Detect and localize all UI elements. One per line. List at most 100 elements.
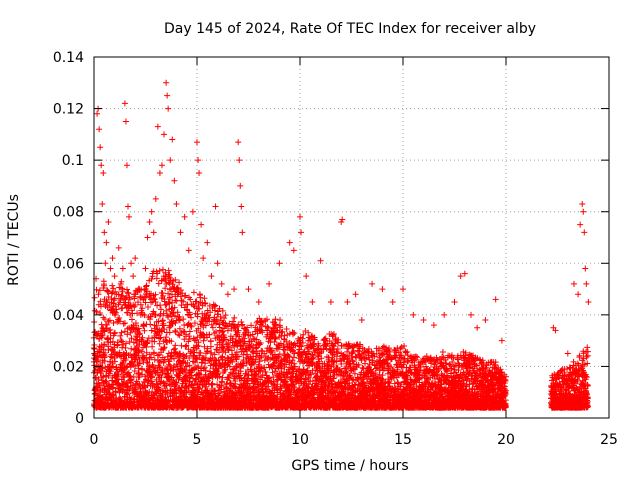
data-point: [120, 381, 127, 388]
data-point: [159, 292, 166, 299]
data-point: [166, 329, 173, 336]
data-point: [172, 366, 179, 373]
data-point: [138, 365, 145, 372]
data-point: [195, 386, 202, 393]
data-point: [126, 338, 133, 345]
data-point: [171, 304, 178, 311]
data-point: [121, 320, 128, 327]
data-point: [107, 335, 114, 342]
data-point: [202, 300, 209, 307]
data-point: [176, 279, 183, 286]
data-point: [156, 267, 163, 274]
data-point: [142, 299, 149, 306]
data-point: [180, 328, 187, 335]
data-point: [166, 271, 173, 278]
data-point: [176, 325, 183, 332]
data-point: [171, 386, 178, 393]
data-point: [191, 320, 198, 327]
data-point: [163, 382, 170, 389]
data-point: [181, 293, 188, 300]
data-point: [100, 278, 107, 285]
data-point: [141, 373, 148, 380]
data-point: [163, 334, 170, 341]
data-point: [111, 355, 118, 362]
data-point: [188, 323, 195, 330]
data-point: [165, 373, 172, 380]
data-point: [116, 382, 123, 389]
data-point: [176, 317, 183, 324]
data-point: [151, 338, 158, 345]
data-point: [101, 328, 108, 335]
data-point: [165, 299, 172, 306]
data-point: [100, 346, 107, 353]
data-point: [186, 355, 193, 362]
data-point: [186, 311, 193, 318]
data-point: [186, 333, 193, 340]
data-point: [122, 357, 129, 364]
data-point: [169, 299, 176, 306]
data-point: [179, 290, 186, 297]
data-point: [170, 309, 177, 316]
data-point: [151, 296, 158, 303]
data-point: [190, 289, 197, 296]
data-point: [140, 322, 147, 329]
data-point: [114, 341, 121, 348]
data-point: [105, 318, 112, 325]
data-point: [160, 345, 167, 352]
data-point: [101, 341, 108, 348]
data-point: [111, 295, 118, 302]
data-point: [113, 309, 120, 316]
data-point: [105, 288, 112, 295]
data-point: [99, 393, 106, 400]
data-point: [162, 302, 169, 309]
data-point: [135, 325, 142, 332]
data-point: [112, 388, 119, 395]
data-point: [172, 312, 179, 319]
data-point: [208, 349, 215, 356]
data-point: [135, 299, 142, 306]
data-point: [123, 340, 130, 347]
data-point: [143, 349, 150, 356]
data-point: [153, 380, 160, 387]
data-point: [118, 338, 125, 345]
data-point: [132, 363, 139, 370]
data-point: [123, 391, 130, 398]
data-point: [207, 309, 214, 316]
data-point: [160, 359, 167, 366]
data-point: [127, 303, 134, 310]
data-point: [149, 335, 156, 342]
data-point: [169, 281, 176, 288]
data-point: [175, 331, 182, 338]
data-point: [116, 284, 123, 291]
data-point: [161, 326, 168, 333]
data-point: [202, 367, 209, 374]
data-point: [156, 364, 163, 371]
data-point: [183, 342, 190, 349]
data-point: [141, 312, 148, 319]
data-point: [195, 364, 202, 371]
data-point: [98, 368, 105, 375]
data-point: [136, 347, 143, 354]
data-point: [157, 334, 164, 341]
data-point: [152, 291, 159, 298]
data-point: [201, 295, 208, 302]
data-point: [160, 379, 167, 386]
data-point: [156, 340, 163, 347]
data-point: [120, 320, 127, 327]
data-point: [163, 307, 170, 314]
data-point: [101, 316, 108, 323]
data-point: [207, 362, 214, 369]
data-point: [159, 266, 166, 273]
data-point: [194, 313, 201, 320]
data-point: [162, 285, 169, 292]
data-point: [165, 267, 172, 274]
data-point: [157, 358, 164, 365]
data-point: [161, 296, 168, 303]
data-point: [148, 374, 155, 381]
data-point: [186, 362, 193, 369]
data-point: [112, 358, 118, 365]
data-point: [157, 306, 164, 313]
data-point: [162, 275, 169, 282]
data-point: [182, 367, 189, 374]
data-point: [116, 314, 123, 321]
